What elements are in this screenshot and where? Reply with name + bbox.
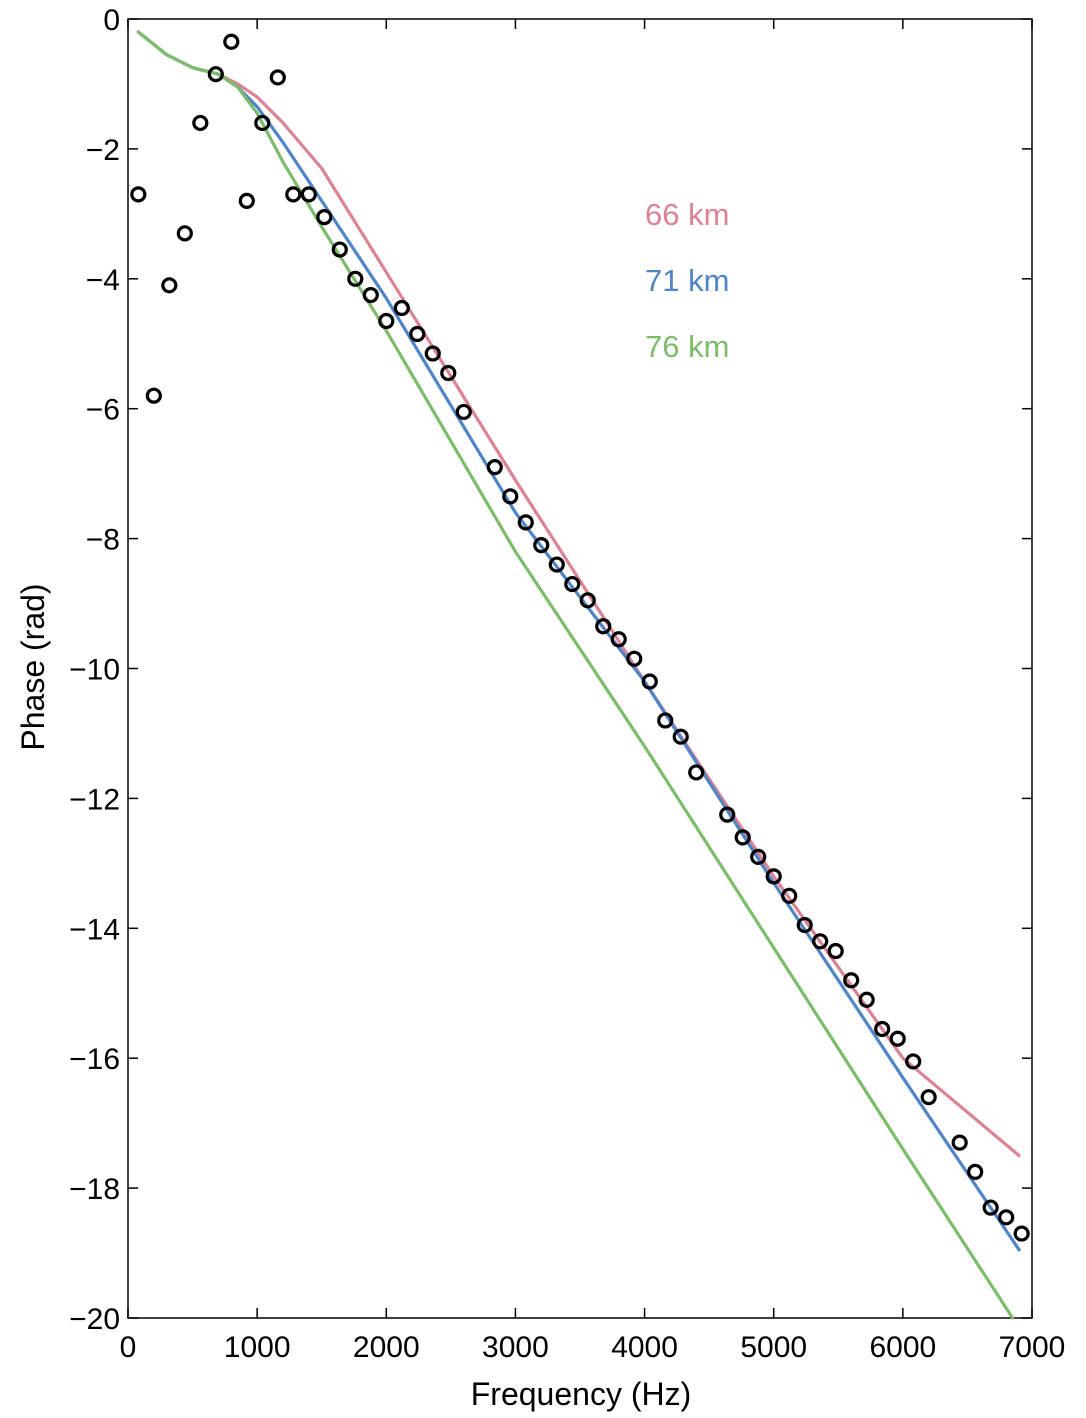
data-marker xyxy=(688,764,705,781)
x-tick-label: 1000 xyxy=(224,1331,291,1364)
data-marker xyxy=(300,186,317,203)
data-marker xyxy=(393,299,410,317)
data-marker xyxy=(517,514,534,531)
data-marker xyxy=(409,325,426,343)
data-marker xyxy=(998,1209,1015,1226)
data-marker xyxy=(564,575,581,593)
data-marker xyxy=(719,806,736,823)
series-line-76km xyxy=(136,30,1015,1320)
y-tick-label: −20 xyxy=(69,1303,120,1336)
data-marker xyxy=(874,1020,891,1038)
axis-tick-labels: 0 1000 2000 3000 4000 5000 6000 7000 0 −2 −4 −6 −8 −1… xyxy=(69,4,1065,1364)
observed-data-markers xyxy=(130,33,1030,1242)
data-marker xyxy=(176,225,193,242)
data-marker xyxy=(905,1053,922,1070)
x-tick-label: 6000 xyxy=(869,1331,936,1364)
data-marker xyxy=(812,933,829,950)
data-marker xyxy=(161,277,178,294)
data-marker xyxy=(130,186,147,203)
data-marker xyxy=(440,364,457,382)
legend-entry-76km: 76 km xyxy=(645,329,729,364)
y-tick-label: 0 xyxy=(103,4,120,37)
data-marker xyxy=(424,345,441,362)
y-tick-label: −8 xyxy=(86,524,120,557)
y-tick-label: −12 xyxy=(69,783,120,816)
data-marker xyxy=(843,972,860,989)
data-marker xyxy=(285,186,302,203)
data-marker xyxy=(502,488,519,505)
data-marker xyxy=(641,673,658,690)
data-marker xyxy=(595,618,612,635)
data-marker xyxy=(796,916,813,934)
data-marker xyxy=(858,991,875,1008)
data-marker xyxy=(362,286,379,304)
data-marker xyxy=(486,459,503,476)
legend-entry-71km: 71 km xyxy=(645,263,729,298)
data-marker xyxy=(223,33,240,50)
y-tick-label: −2 xyxy=(86,134,120,167)
y-axis-title: Phase (rad) xyxy=(15,583,51,750)
legend-entry-66km: 66 km xyxy=(645,197,729,232)
data-marker xyxy=(889,1030,906,1047)
data-marker xyxy=(827,942,844,960)
data-marker xyxy=(967,1163,984,1180)
data-marker xyxy=(982,1199,999,1216)
axis-ticks xyxy=(127,18,1033,1319)
y-tick-label: −10 xyxy=(69,654,120,687)
data-marker xyxy=(192,114,209,132)
series-lines xyxy=(136,30,1021,1320)
y-tick-label: −6 xyxy=(86,394,120,427)
data-marker xyxy=(533,536,550,554)
data-marker xyxy=(145,387,162,404)
series-line-71km xyxy=(136,30,1021,1252)
data-marker xyxy=(1013,1225,1030,1242)
y-tick-label: −14 xyxy=(69,913,120,946)
data-marker xyxy=(765,868,782,885)
data-marker xyxy=(269,69,286,86)
y-tick-label: −18 xyxy=(69,1173,120,1206)
x-tick-label: 5000 xyxy=(740,1331,807,1364)
data-marker xyxy=(920,1089,937,1106)
data-marker xyxy=(238,192,255,209)
data-marker xyxy=(548,556,565,573)
data-marker xyxy=(254,114,271,132)
data-marker xyxy=(610,631,627,648)
legend: 66 km 71 km 76 km xyxy=(645,197,729,364)
data-marker xyxy=(455,403,472,421)
x-axis-title: Frequency (Hz) xyxy=(471,1376,692,1412)
data-marker xyxy=(672,728,689,745)
data-marker xyxy=(331,241,348,258)
x-tick-label: 0 xyxy=(120,1331,137,1364)
x-tick-label: 2000 xyxy=(353,1331,420,1364)
data-marker xyxy=(626,650,643,667)
data-marker xyxy=(951,1134,968,1151)
data-marker xyxy=(734,829,751,846)
data-marker xyxy=(207,66,224,83)
data-marker xyxy=(781,887,798,904)
y-tick-label: −16 xyxy=(69,1043,120,1076)
y-tick-label: −4 xyxy=(86,264,120,297)
data-marker xyxy=(378,312,395,330)
x-tick-label: 4000 xyxy=(611,1331,678,1364)
plot-area-frame xyxy=(127,18,1033,1319)
data-marker xyxy=(579,592,596,609)
x-tick-label: 7000 xyxy=(999,1331,1066,1364)
data-marker xyxy=(316,208,333,226)
data-marker xyxy=(657,712,674,729)
data-marker xyxy=(347,270,364,287)
x-tick-label: 3000 xyxy=(482,1331,549,1364)
data-marker xyxy=(750,848,767,865)
